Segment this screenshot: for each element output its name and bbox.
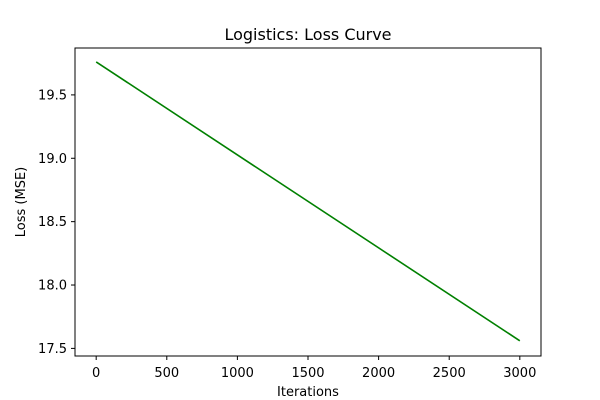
y-tick-label: 19.5 (38, 88, 67, 103)
x-tick-label: 0 (92, 366, 100, 381)
x-tick-label: 500 (154, 366, 179, 381)
ticks-group: 0 500 1000 1500 2000 2500 3000 17.5 18.0 18.5 19.0… (38, 88, 536, 381)
plot-frame (74, 47, 542, 357)
y-tick-label: 18.5 (38, 215, 67, 230)
y-tick-label: 18.0 (38, 279, 67, 294)
loss-series-line (95, 61, 521, 342)
x-tick-label: 1000 (221, 366, 254, 381)
x-tick-label: 2000 (362, 366, 395, 381)
x-tick-label: 2500 (433, 366, 466, 381)
x-axis-label: Iterations (277, 385, 339, 400)
chart-title: Logistics: Loss Curve (224, 25, 391, 44)
y-axis-label: Loss (MSE) (14, 167, 29, 237)
y-tick-label: 17.5 (38, 342, 67, 357)
x-tick-label: 3000 (503, 366, 536, 381)
series-group (95, 61, 521, 342)
y-tick-label: 19.0 (38, 152, 67, 167)
x-tick-label: 1500 (291, 366, 324, 381)
